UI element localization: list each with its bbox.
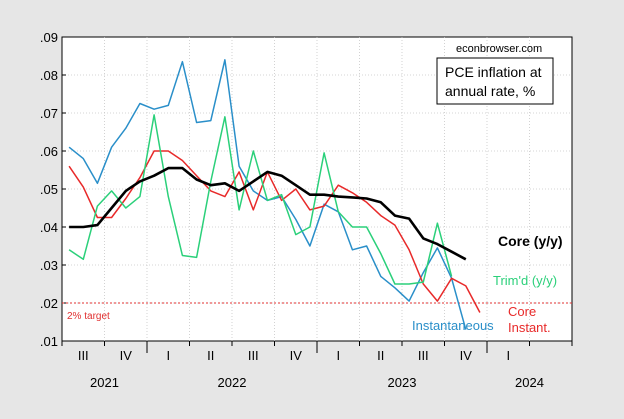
y-tick-label: .09 [40,30,58,45]
y-tick-label: .05 [40,182,58,197]
title-box [436,57,554,105]
series-line-core-y-y- [69,166,467,261]
series-label: Instant. [508,320,551,335]
year-label: 2023 [388,375,417,390]
quarter-label: I [166,348,170,363]
series-line-core [68,150,481,313]
y-tick-label: .07 [40,106,58,121]
quarter-label: II [377,348,384,363]
y-axis-ticks: .01 .02 .03 .04 .05 .06 .07 .08 .09 [40,30,66,349]
quarter-label: IV [460,348,473,363]
target-label: 2% target [67,311,110,322]
quarter-label: IV [290,348,303,363]
series-label: Core [508,304,536,319]
y-tick-label: .01 [40,334,58,349]
y-tick-label: .08 [40,68,58,83]
series-label: Instantaneous [412,318,494,333]
quarter-label: I [506,348,510,363]
quarter-label: III [418,348,429,363]
chart-title-line-2: annual rate, % [445,83,535,99]
target-line-group: 2% target [62,302,572,322]
quarter-label: III [248,348,259,363]
quarter-label: III [78,348,89,363]
y-tick-label: .04 [40,220,58,235]
quarter-label: I [336,348,340,363]
series-label: Core (y/y) [498,233,563,249]
chart-title-line-1: PCE inflation at [445,64,542,80]
y-tick-label: .06 [40,144,58,159]
y-tick-label: .03 [40,258,58,273]
quarter-label: II [207,348,214,363]
year-label: 2021 [90,375,119,390]
source-label: econbrowser.com [456,43,542,55]
year-label: 2024 [515,375,544,390]
series-label: Trim'd (y/y) [493,273,557,288]
series-group [68,59,481,330]
y-tick-label: .02 [40,296,58,311]
year-label: 2022 [218,375,247,390]
quarter-label: IV [120,348,133,363]
